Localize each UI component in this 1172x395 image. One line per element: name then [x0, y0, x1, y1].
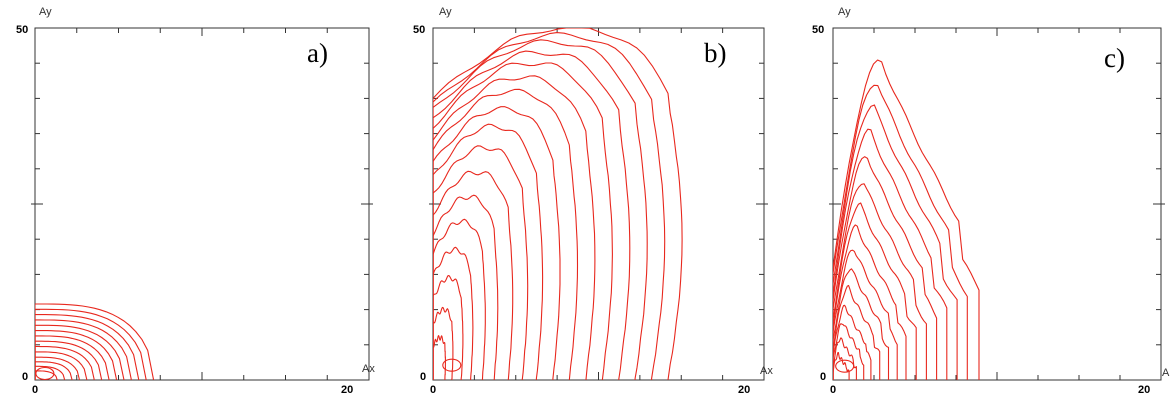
contour-line	[833, 284, 881, 380]
contour-line	[433, 306, 454, 380]
contour-line	[833, 156, 938, 380]
contour-core	[835, 359, 855, 373]
contour-line	[35, 308, 147, 380]
panel-a-label: a)	[307, 38, 328, 68]
contour-line	[833, 183, 927, 380]
panel-a-y-tick-50: 50	[16, 24, 28, 36]
panel-c: Ay A 50 0 0 20 c)	[812, 6, 1170, 395]
panel-a: Ay Ax 50 0 0 20 a)	[16, 6, 375, 395]
panel-c-contours	[833, 59, 980, 380]
panel-a-x-axis-name: Ax	[362, 363, 375, 375]
contour-core	[35, 366, 55, 380]
contour-line	[35, 314, 140, 380]
panel-a-y-axis-name: Ay	[39, 6, 52, 18]
panel-c-y-axis-name: Ay	[838, 6, 851, 18]
contour-line	[433, 50, 631, 380]
contour-line	[433, 145, 529, 380]
contour-line	[35, 340, 103, 380]
panel-c-x-tick-20: 20	[1138, 384, 1150, 395]
contour-line	[833, 128, 948, 380]
contour-line	[433, 194, 499, 380]
contour-line	[433, 106, 561, 380]
panel-a-y-tick-0: 0	[22, 371, 28, 383]
contour-line	[833, 337, 857, 380]
contour-line	[433, 246, 474, 380]
panel-c-x-axis-name: A	[1162, 367, 1170, 379]
contour-line	[833, 304, 872, 380]
contour-line	[433, 170, 514, 380]
contour-line	[35, 356, 81, 380]
contour-line	[833, 249, 898, 380]
contour-line	[35, 319, 132, 380]
panel-c-ticks	[829, 28, 1165, 380]
panel-c-x-tick-0: 0	[830, 384, 836, 395]
panel-c-y-tick-0: 0	[820, 371, 826, 383]
contour-line	[433, 123, 544, 380]
panel-c-frame	[832, 27, 1162, 381]
contour-line	[35, 361, 73, 380]
contour-line	[433, 39, 648, 380]
panel-a-contours	[35, 303, 155, 380]
contour-line	[833, 268, 890, 380]
panel-a-ticks	[31, 28, 373, 380]
panel-a-x-tick-20: 20	[341, 384, 353, 395]
panel-c-y-tick-50: 50	[812, 24, 824, 36]
contour-line	[833, 224, 907, 380]
contour-line	[433, 275, 464, 380]
panel-b-x-tick-20: 20	[738, 384, 750, 395]
contour-line	[433, 32, 666, 380]
contour-line	[833, 323, 865, 380]
contour-line	[833, 202, 917, 380]
panel-c-label: c)	[1104, 43, 1125, 73]
contour-line	[433, 28, 683, 380]
panel-a-frame	[34, 27, 370, 381]
contour-line	[35, 335, 110, 380]
panel-b-label: b)	[704, 38, 727, 68]
contour-line	[833, 84, 968, 380]
contour-line	[35, 365, 66, 380]
contour-line	[35, 345, 95, 380]
contour-line	[433, 62, 613, 380]
contour-line	[35, 324, 125, 380]
contour-line	[433, 335, 447, 380]
contour-line	[833, 351, 850, 380]
panel-b: Ay Ax 50 0 0 20 b)	[413, 6, 773, 395]
contour-core	[442, 358, 462, 372]
contour-line	[833, 59, 980, 380]
contour-line	[433, 88, 579, 380]
panel-b-y-axis-name: Ay	[439, 6, 452, 18]
panel-b-contours	[433, 28, 683, 380]
panel-b-y-tick-50: 50	[413, 24, 425, 36]
contour-line	[833, 104, 958, 380]
contour-line	[433, 75, 596, 380]
contour-line	[35, 351, 88, 380]
panel-b-x-axis-name: Ax	[760, 365, 773, 377]
contour-line	[35, 303, 155, 380]
panel-a-x-tick-0: 0	[32, 384, 38, 395]
panel-b-x-tick-0: 0	[430, 384, 436, 395]
panel-b-y-tick-0: 0	[420, 371, 426, 383]
contour-line	[433, 218, 486, 380]
contour-line	[35, 330, 118, 380]
